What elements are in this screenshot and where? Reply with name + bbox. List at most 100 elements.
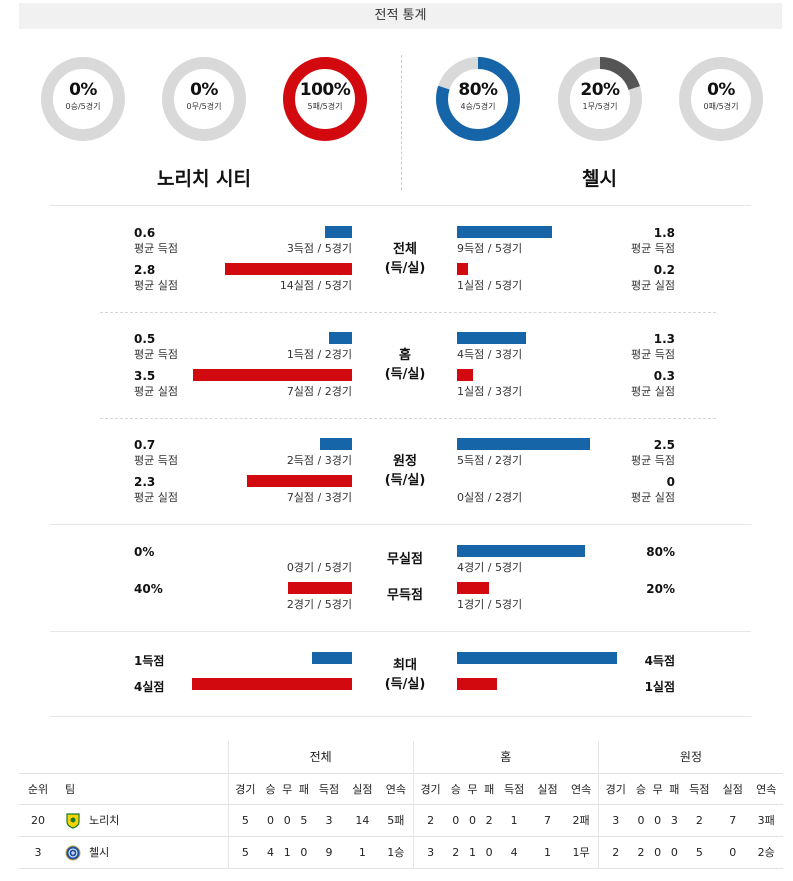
donut-percent: 0% — [190, 80, 218, 100]
column-header: 무 — [464, 772, 481, 805]
table-group-header: 전체 홈 원정 — [19, 741, 783, 773]
record-donut: 0% 0무/5경기 — [161, 56, 247, 142]
home-max-goals-value: 1득점 — [134, 654, 165, 668]
section-label: 전체 — [393, 242, 417, 257]
stat-cell: 2 — [597, 836, 633, 869]
stat-cell: 2 — [480, 804, 498, 837]
stat-cell: 7 — [716, 804, 750, 837]
stat-cell: 9 — [312, 836, 346, 869]
stat-cell: 0 — [464, 804, 481, 837]
donut-caption: 0패/5경기 — [703, 102, 739, 111]
stat-cell: 3 — [412, 836, 448, 869]
column-header: 경기 — [412, 772, 448, 805]
home-avg-goals-caption: 평균 득점 — [134, 454, 178, 467]
norwich-crest-icon — [65, 812, 81, 829]
team-divider — [401, 55, 402, 190]
stat-cell: 2승 — [749, 836, 783, 869]
home-conceded-detail: 7실점 / 3경기 — [286, 491, 352, 504]
home-clean-sheet-value: 0% — [134, 545, 155, 559]
column-header: 승 — [447, 772, 465, 805]
stat-cell: 5 — [682, 836, 717, 869]
stat-cell: 3패 — [749, 804, 783, 837]
stat-cell: 7 — [530, 804, 565, 837]
table-row[interactable]: 3 첼시 5 4 1 0 9 1 1승 3 2 1 0 4 1 1무 2 2 0 0 5 0 2승 — [19, 836, 783, 869]
section-divider — [50, 716, 751, 717]
stat-cell: 4 — [262, 836, 279, 869]
stat-cell: 2 — [412, 804, 448, 837]
stat-cell: 1 — [530, 836, 565, 869]
home-max-conceded-value: 4실점 — [134, 680, 165, 694]
home-goals-detail: 2득점 / 3경기 — [286, 454, 352, 467]
stat-cell: 4 — [497, 836, 531, 869]
home-avg-goals-value: 0.7 — [134, 438, 156, 452]
group-away: 원정 — [597, 741, 783, 773]
stat-cell: 3 — [597, 804, 633, 837]
stat-cell: 0 — [666, 836, 683, 869]
column-header: 패 — [480, 772, 498, 805]
team-name[interactable]: 첼시 — [89, 845, 110, 859]
away-avg-goals-caption: 평균 득점 — [631, 348, 675, 361]
stat-cell: 5 — [227, 804, 263, 837]
section-sublabel: (득/실) — [384, 473, 426, 488]
away-clean-sheet-detail: 4경기 / 5경기 — [457, 561, 523, 574]
rank-cell: 3 — [19, 836, 57, 869]
team-name[interactable]: 노리치 — [89, 813, 120, 827]
section-label: 홈 — [399, 348, 411, 363]
section-label: 원정 — [393, 454, 417, 469]
stat-cell: 1 — [345, 836, 380, 869]
home-blank-detail: 2경기 / 5경기 — [286, 598, 352, 611]
section-divider — [50, 524, 751, 525]
donut-caption: 0무/5경기 — [186, 102, 222, 111]
donut-caption: 0승/5경기 — [65, 102, 101, 111]
rank-cell: 20 — [19, 804, 57, 837]
home-goals-detail: 3득점 / 5경기 — [286, 242, 352, 255]
section-divider — [100, 418, 716, 419]
away-team-name: 첼시 — [582, 168, 617, 190]
section-divider — [50, 205, 751, 206]
clean-sheet-label: 무실점 — [387, 552, 423, 567]
away-max-goals-bar — [457, 652, 617, 664]
column-header: 패 — [295, 772, 313, 805]
donut-percent: 0% — [707, 80, 735, 100]
away-avg-conceded-value: 0.3 — [653, 369, 675, 383]
max-label: 최대 — [393, 658, 417, 673]
away-max-goals-value: 4득점 — [644, 654, 675, 668]
stat-cell: 2 — [447, 836, 465, 869]
home-conceded-detail: 14실점 / 5경기 — [279, 279, 352, 292]
home-goals-detail: 1득점 / 2경기 — [286, 348, 352, 361]
stat-cell: 0 — [262, 804, 279, 837]
donut-percent: 100% — [299, 80, 351, 100]
column-header: 득점 — [682, 772, 717, 805]
home-avg-goals-value: 0.6 — [134, 226, 156, 240]
stat-cell: 2 — [682, 804, 717, 837]
team-cell: 첼시 — [57, 836, 228, 869]
home-avg-conceded-value: 2.3 — [134, 475, 156, 489]
section-sublabel: (득/실) — [384, 367, 426, 382]
home-avg-conceded-caption: 평균 실점 — [134, 385, 178, 398]
away-blank-value: 20% — [646, 582, 675, 596]
donut-caption: 5패/5경기 — [307, 102, 343, 111]
home-conceded-bar — [247, 475, 352, 487]
section-sublabel: (득/실) — [384, 261, 426, 276]
column-header: 승 — [262, 772, 279, 805]
stat-cell: 0 — [447, 804, 465, 837]
away-conceded-detail: 1실점 / 3경기 — [457, 385, 523, 398]
stat-cell: 0 — [278, 804, 296, 837]
stat-cell: 5패 — [379, 804, 414, 837]
record-donut: 20% 1무/5경기 — [557, 56, 643, 142]
table-row[interactable]: 20 노리치 5 0 0 5 3 14 5패 2 0 0 2 1 7 2패 3 0 0 3 2 7 3패 — [19, 804, 783, 837]
home-avg-conceded-value: 3.5 — [134, 369, 156, 383]
away-goals-bar — [457, 438, 590, 450]
stat-cell: 0 — [716, 836, 750, 869]
stat-cell: 5 — [227, 836, 263, 869]
blank-label: 무득점 — [387, 588, 423, 603]
column-header: 득점 — [497, 772, 531, 805]
home-blank-value: 40% — [134, 582, 163, 596]
stat-cell: 1 — [278, 836, 296, 869]
column-header: 패 — [666, 772, 683, 805]
column-header: 무 — [278, 772, 296, 805]
home-avg-conceded-caption: 평균 실점 — [134, 279, 178, 292]
home-avg-conceded-caption: 평균 실점 — [134, 491, 178, 504]
donut-percent: 80% — [458, 80, 498, 100]
stat-cell: 0 — [480, 836, 498, 869]
